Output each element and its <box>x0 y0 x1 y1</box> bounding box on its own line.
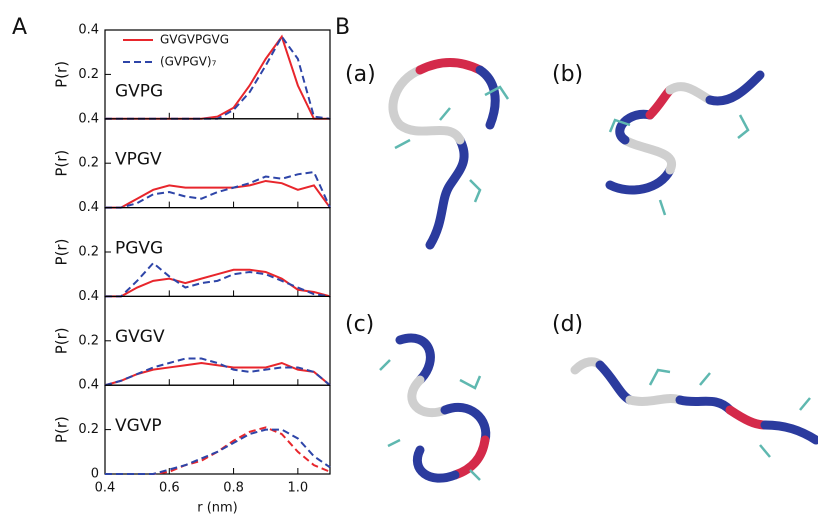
y-tick-label: 0.2 <box>78 67 99 82</box>
data-line <box>105 430 330 474</box>
y-tick-label: 0.2 <box>78 156 99 171</box>
data-line <box>105 270 330 297</box>
x-tick-label: 0.6 <box>159 481 180 496</box>
legend-entry: (GVPGV)₇ <box>160 55 217 69</box>
x-tick-label: 1.0 <box>288 481 309 496</box>
structure-label: (c) <box>345 312 374 337</box>
y-tick-label: 0 <box>91 467 99 482</box>
y-axis-label: P(r) <box>53 61 71 88</box>
y-tick-label: 0.4 <box>78 111 99 126</box>
y-tick-label: 0.4 <box>78 200 99 215</box>
structure-label: (b) <box>552 62 583 87</box>
y-tick-label: 0.2 <box>78 245 99 260</box>
structure-d <box>575 362 816 457</box>
structure-c <box>380 338 486 480</box>
panel-annotation: PGVG <box>115 238 163 258</box>
panel-annotation: GVPG <box>115 81 163 101</box>
x-tick-label: 0.4 <box>95 481 116 496</box>
panel-label: A <box>12 15 27 40</box>
y-axis-label: P(r) <box>53 239 71 266</box>
structure-label: (d) <box>552 312 583 337</box>
y-tick-label: 0.4 <box>78 378 99 393</box>
panel-annotation: GVGV <box>115 327 165 347</box>
legend-entry: GVGVPGVG <box>160 33 229 47</box>
x-axis-label: r (nm) <box>197 501 238 516</box>
y-tick-label: 0.2 <box>78 422 99 437</box>
figure: A B (a) (b) (c) (d) 0.20.4P(r)GVPGGVGVPG… <box>0 0 818 518</box>
panel-label: B <box>335 15 350 40</box>
data-line <box>105 181 330 208</box>
structure-label: (a) <box>345 62 376 87</box>
y-axis-label: P(r) <box>53 416 71 443</box>
data-line <box>105 263 330 296</box>
structure-b <box>610 75 760 215</box>
y-tick-label: 0.4 <box>78 289 99 304</box>
panel-annotation: VPGV <box>115 150 162 170</box>
data-line <box>105 37 330 119</box>
data-line <box>105 359 330 386</box>
y-tick-label: 0.4 <box>78 23 99 38</box>
y-axis-label: P(r) <box>53 327 71 354</box>
y-axis-label: P(r) <box>53 150 71 177</box>
structure-a <box>393 63 508 246</box>
y-tick-label: 0.2 <box>78 333 99 348</box>
panel-annotation: VGVP <box>115 416 162 436</box>
x-tick-label: 0.8 <box>223 481 244 496</box>
